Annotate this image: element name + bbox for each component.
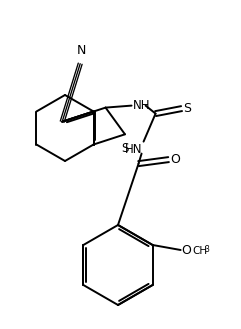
Text: CH: CH [193, 246, 208, 256]
Text: O: O [171, 153, 181, 166]
Text: N: N [76, 44, 86, 57]
Text: S: S [121, 142, 129, 155]
Text: 3: 3 [205, 245, 209, 254]
Text: O: O [182, 243, 192, 257]
Text: NH: NH [133, 99, 150, 112]
Text: HN: HN [125, 142, 143, 156]
Text: S: S [184, 102, 192, 115]
